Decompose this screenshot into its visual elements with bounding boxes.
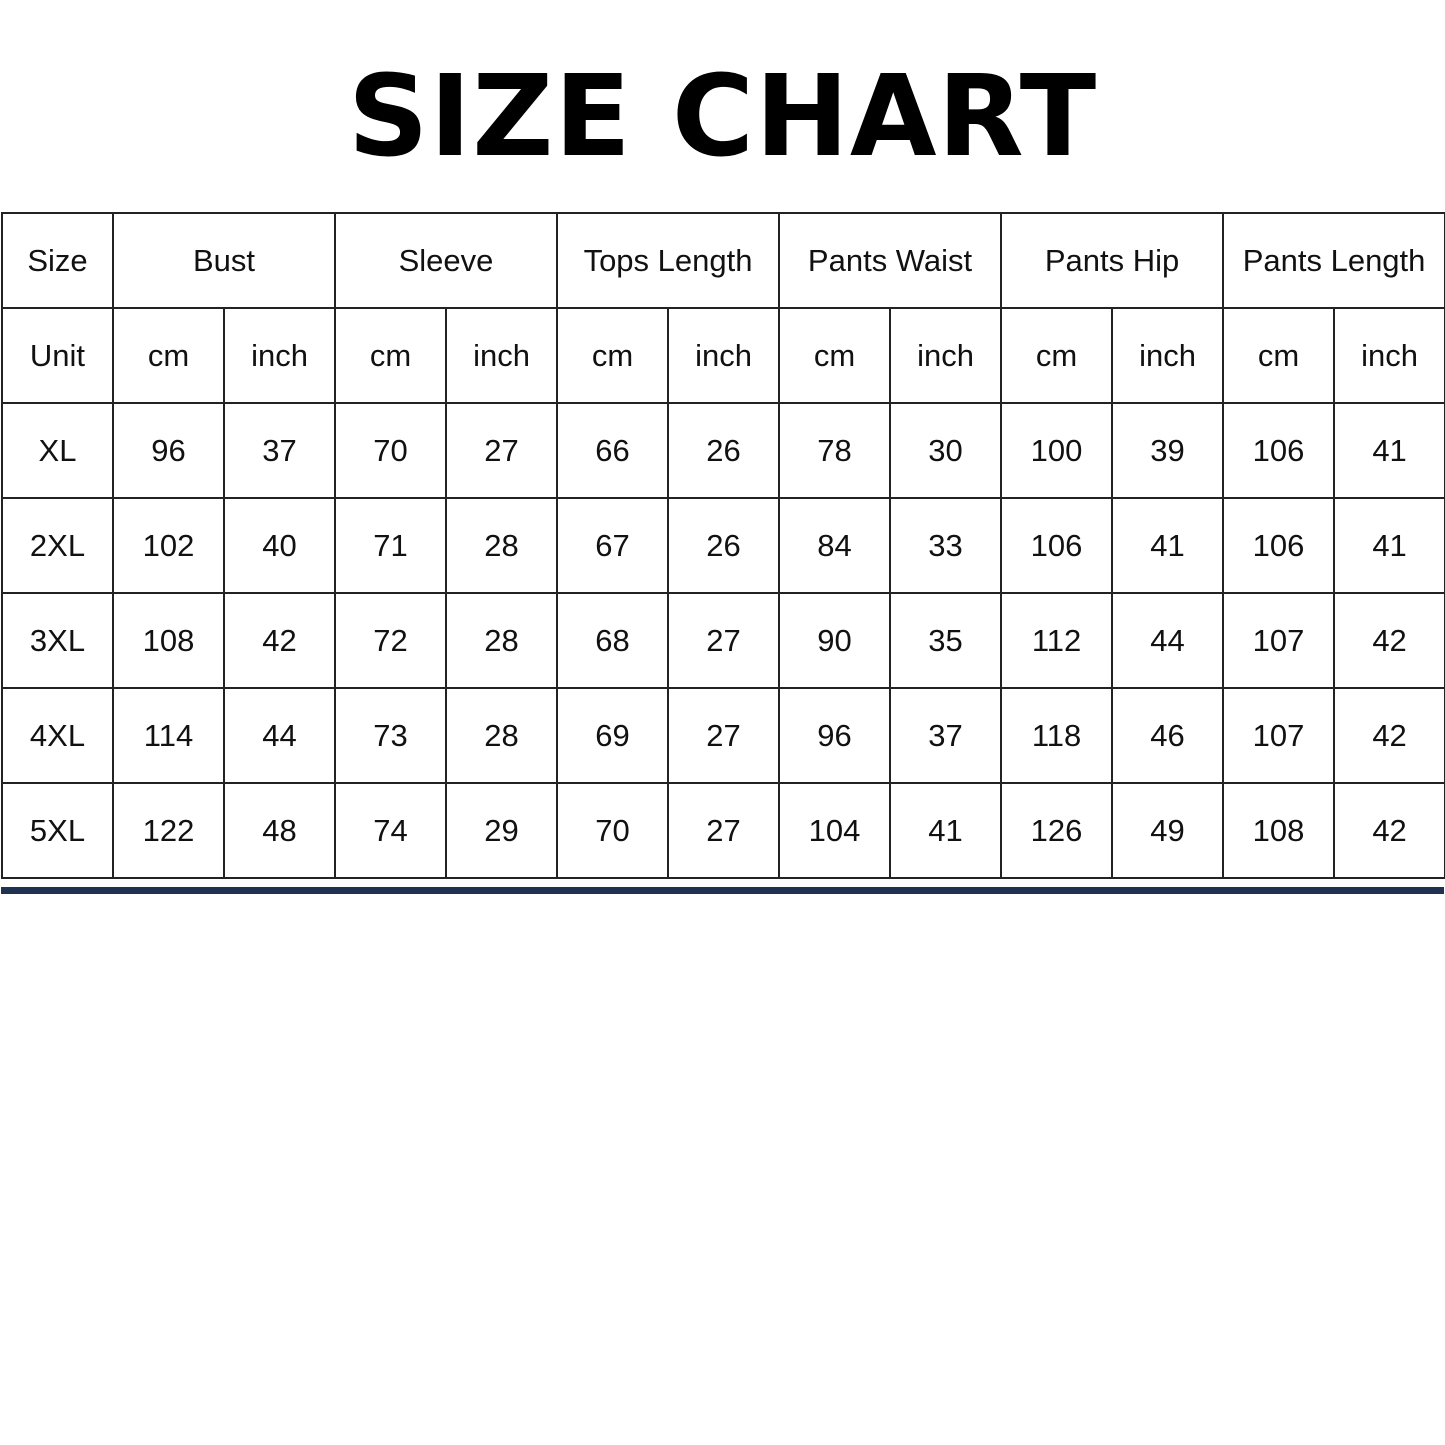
table-row: 3XL 108 42 72 28 68 27 90 35 112 44 107 42: [1, 592, 1445, 689]
value-cell: 73: [334, 687, 447, 784]
value-cell: 69: [556, 687, 670, 784]
value-cell: 96: [778, 687, 892, 784]
value-cell: 70: [334, 402, 447, 499]
value-cell: 48: [223, 782, 336, 879]
size-cell: 2XL: [1, 497, 114, 594]
page-title: SIZE CHART: [347, 52, 1098, 182]
value-cell: 41: [1111, 497, 1225, 594]
size-cell: 5XL: [1, 782, 114, 879]
value-cell: 107: [1222, 592, 1336, 689]
table-row: 5XL 122 48 74 29 70 27 104 41 126 49 108 42: [1, 782, 1445, 879]
value-cell: 114: [112, 687, 225, 784]
value-cell: 42: [1333, 592, 1445, 689]
value-cell: 37: [889, 687, 1003, 784]
value-cell: 96: [112, 402, 225, 499]
value-cell: 70: [556, 782, 670, 879]
value-cell: 74: [334, 782, 447, 879]
value-cell: 30: [889, 402, 1003, 499]
size-cell: 3XL: [1, 592, 114, 689]
value-cell: 66: [556, 402, 670, 499]
value-cell: 112: [1000, 592, 1114, 689]
value-cell: 42: [223, 592, 336, 689]
value-cell: 44: [223, 687, 336, 784]
header-group: Pants Hip: [1000, 212, 1225, 309]
value-cell: 108: [1222, 782, 1336, 879]
unit-cell: inch: [444, 307, 559, 404]
unit-cell: cm: [556, 307, 670, 404]
value-cell: 106: [1222, 402, 1336, 499]
header-group: Bust: [112, 212, 336, 309]
value-cell: 26: [667, 402, 781, 499]
unit-cell: inch: [223, 307, 336, 404]
value-cell: 28: [444, 687, 559, 784]
header-group: Pants Length: [1222, 212, 1445, 309]
value-cell: 108: [112, 592, 225, 689]
value-cell: 118: [1000, 687, 1114, 784]
value-cell: 27: [667, 592, 781, 689]
table-row: 4XL 114 44 73 28 69 27 96 37 118 46 107 42: [1, 687, 1445, 784]
size-cell: 4XL: [1, 687, 114, 784]
value-cell: 39: [1111, 402, 1225, 499]
value-cell: 41: [889, 782, 1003, 879]
value-cell: 68: [556, 592, 670, 689]
value-cell: 106: [1222, 497, 1336, 594]
value-cell: 41: [1333, 497, 1445, 594]
size-chart-table: Size Bust Sleeve Tops Length Pants Waist Pant…: [1, 212, 1445, 879]
value-cell: 37: [223, 402, 336, 499]
value-cell: 100: [1000, 402, 1114, 499]
unit-cell: inch: [1333, 307, 1445, 404]
unit-cell: inch: [1111, 307, 1225, 404]
bottom-divider: [1, 887, 1444, 894]
value-cell: 27: [667, 687, 781, 784]
unit-cell: inch: [889, 307, 1003, 404]
header-group: Pants Waist: [778, 212, 1003, 309]
header-size: Size: [1, 212, 114, 309]
unit-row: Unit cm inch cm inch cm inch cm inch cm inch cm inch: [1, 307, 1445, 404]
value-cell: 27: [667, 782, 781, 879]
value-cell: 107: [1222, 687, 1336, 784]
value-cell: 106: [1000, 497, 1114, 594]
value-cell: 26: [667, 497, 781, 594]
value-cell: 78: [778, 402, 892, 499]
value-cell: 35: [889, 592, 1003, 689]
value-cell: 84: [778, 497, 892, 594]
value-cell: 67: [556, 497, 670, 594]
value-cell: 27: [444, 402, 559, 499]
size-cell: XL: [1, 402, 114, 499]
unit-cell: inch: [667, 307, 781, 404]
value-cell: 126: [1000, 782, 1114, 879]
header-group: Tops Length: [556, 212, 781, 309]
header-unit: Unit: [1, 307, 114, 404]
value-cell: 90: [778, 592, 892, 689]
value-cell: 122: [112, 782, 225, 879]
value-cell: 44: [1111, 592, 1225, 689]
value-cell: 71: [334, 497, 447, 594]
value-cell: 42: [1333, 782, 1445, 879]
unit-cell: cm: [112, 307, 225, 404]
header-row: Size Bust Sleeve Tops Length Pants Waist Pant…: [1, 212, 1445, 309]
unit-cell: cm: [334, 307, 447, 404]
value-cell: 29: [444, 782, 559, 879]
value-cell: 33: [889, 497, 1003, 594]
value-cell: 46: [1111, 687, 1225, 784]
table-row: XL 96 37 70 27 66 26 78 30 100 39 106 41: [1, 402, 1445, 499]
value-cell: 102: [112, 497, 225, 594]
header-group: Sleeve: [333, 212, 559, 309]
unit-cell: cm: [778, 307, 892, 404]
value-cell: 49: [1111, 782, 1225, 879]
value-cell: 28: [444, 592, 559, 689]
unit-cell: cm: [1000, 307, 1114, 404]
table-row: 2XL 102 40 71 28 67 26 84 33 106 41 106 41: [1, 497, 1445, 594]
value-cell: 72: [334, 592, 447, 689]
unit-cell: cm: [1222, 307, 1336, 404]
value-cell: 42: [1333, 687, 1445, 784]
value-cell: 40: [223, 497, 336, 594]
value-cell: 104: [778, 782, 892, 879]
value-cell: 41: [1333, 402, 1445, 499]
value-cell: 28: [444, 497, 559, 594]
